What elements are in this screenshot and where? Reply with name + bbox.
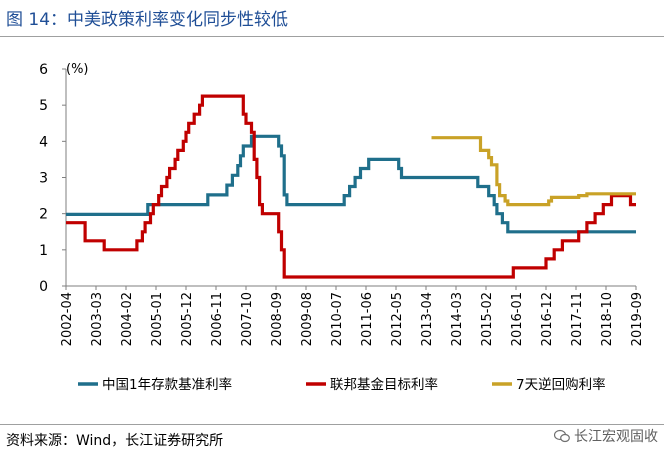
figure-title: 图 14：中美政策利率变化同步性较低 [6, 10, 289, 30]
x-tick-label: 2004-02 [120, 292, 135, 346]
series-line-1 [66, 134, 636, 234]
x-tick-label: 2005-01 [150, 292, 165, 346]
legend-label-1: 中国1年存款基准利率 [102, 376, 232, 393]
x-tick-label: 2005-12 [180, 292, 195, 346]
x-tick-label: 2014-03 [450, 292, 465, 346]
source-divider [0, 424, 664, 425]
series-line-2 [66, 94, 636, 279]
y-tick-label: 0 [39, 279, 48, 295]
watermark: 长江宏观固收 [554, 426, 658, 446]
chart-legend: 中国1年存款基准利率 联邦基金目标利率 7天逆回购利率 [78, 376, 606, 393]
y-tick-label: 1 [39, 243, 48, 259]
y-tick-label: 3 [39, 171, 48, 187]
y-tick-label: 5 [39, 98, 48, 114]
x-tick-label: 2015-02 [480, 292, 495, 346]
x-tick-label: 2003-03 [90, 292, 105, 346]
title-divider [0, 36, 664, 37]
x-tick-label: 2011-06 [360, 292, 375, 346]
x-tick-label: 2019-09 [630, 292, 645, 346]
legend-label-2: 联邦基金目标利率 [330, 376, 438, 393]
watermark-text: 长江宏观固收 [574, 429, 658, 445]
x-tick-label: 2002-04 [60, 292, 75, 346]
x-tick-label: 2013-04 [420, 292, 435, 346]
x-tick-label: 2010-07 [330, 292, 345, 346]
policy-rate-chart: 0 1 2 3 4 5 6 2002-04 2003-03 2004-02 2005-01 2005-… [39, 62, 645, 393]
x-tick-label: 2008-09 [270, 292, 285, 346]
legend-label-3: 7天逆回购利率 [516, 376, 606, 393]
x-tick-label: 2016-12 [540, 292, 555, 346]
y-tick-label: 4 [39, 134, 48, 150]
x-tick-label: 2017-11 [570, 292, 585, 346]
chart-axes: 0 1 2 3 4 5 6 2002-04 2003-03 2004-02 2005-01 2005-… [39, 62, 645, 346]
x-tick-label: 2018-10 [600, 292, 615, 346]
x-tick-label: 2006-11 [210, 292, 225, 346]
x-tick-label: 2009-08 [300, 292, 315, 346]
y-tick-label: 2 [39, 207, 48, 223]
wechat-icon [554, 429, 570, 443]
x-tick-label: 2012-05 [390, 292, 405, 346]
source-note: 资料来源：Wind，长江证券研究所 [6, 433, 224, 449]
y-axis-unit-label: (%) [66, 62, 89, 77]
y-tick-label: 6 [39, 62, 48, 78]
x-tick-label: 2016-01 [510, 292, 525, 346]
chart-series [66, 94, 636, 279]
series-line-3 [431, 136, 636, 207]
x-tick-label: 2007-10 [240, 292, 255, 346]
